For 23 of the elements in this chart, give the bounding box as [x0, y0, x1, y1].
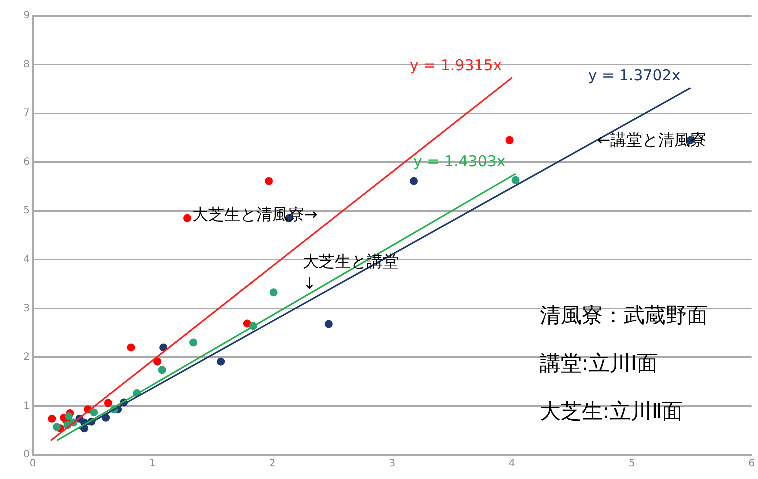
y-tick-label: 9: [24, 10, 30, 22]
annotation: 講堂:立川Ⅰ面: [540, 351, 658, 376]
annotation: 大芝生と清風寮→: [192, 205, 318, 224]
y-tick-label: 8: [24, 59, 30, 70]
annotation: 清風寮：武蔵野面: [540, 303, 708, 328]
y-tick-label: 2: [24, 352, 30, 364]
series-label: y = 1.9315x: [410, 56, 502, 74]
y-tick-label: 0: [24, 450, 30, 461]
x-tick-label: 4: [509, 458, 516, 470]
series-label: y = 1.4303x: [413, 152, 506, 170]
y-tick-label: 5: [24, 206, 30, 217]
x-tick-label: 2: [269, 458, 276, 470]
x-tick-label: 1: [150, 458, 156, 470]
series-label: y = 1.3702x: [588, 66, 681, 85]
y-tick-label: 6: [24, 156, 30, 168]
y-tick-label: 7: [24, 108, 30, 120]
y-tick-label: 3: [24, 303, 30, 314]
x-tick-label: 6: [748, 458, 756, 470]
y-tick-label: 1: [24, 400, 30, 412]
x-tick-label: 5: [628, 458, 636, 470]
x-tick-label: 3: [389, 458, 396, 470]
annotation: 大芝生:立川Ⅱ面: [540, 399, 684, 424]
y-tick-label: 4: [24, 254, 30, 266]
